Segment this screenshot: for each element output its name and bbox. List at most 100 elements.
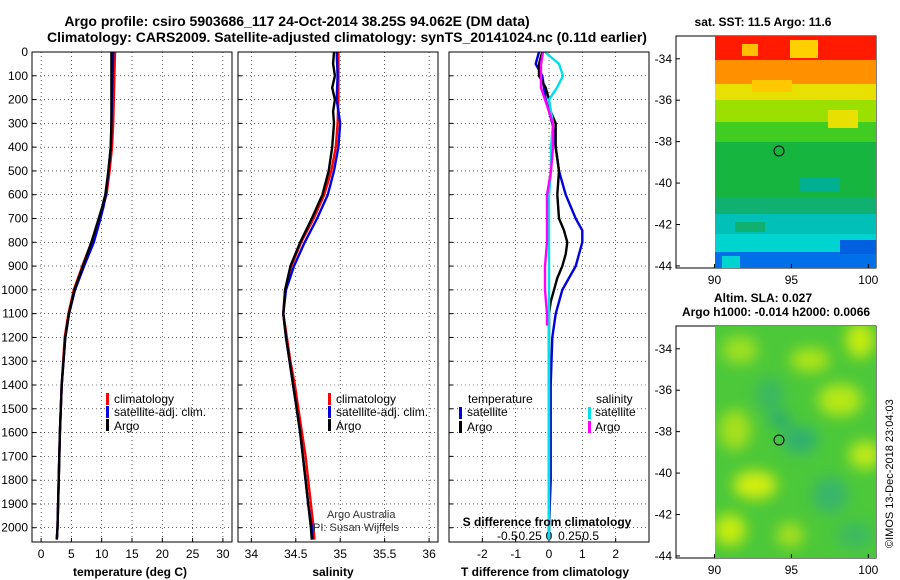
s-difference-axis-title: S difference from climatology xyxy=(463,515,632,529)
top-tick-label: 0.25 xyxy=(558,529,582,543)
sst-map-title: sat. SST: 11.5 Argo: 11.6 xyxy=(695,15,832,29)
argo-location-marker xyxy=(773,434,785,446)
salinity-panel: 34 34.5 35 35.5 36 xyxy=(237,51,439,561)
x-tick-label: -1 xyxy=(510,547,521,561)
legend-argo-swatch xyxy=(106,419,109,431)
map-y-tick-label: -34 xyxy=(655,342,673,356)
legend-climatology-swatch xyxy=(106,393,109,405)
x-tick-label: 5 xyxy=(68,547,75,561)
legend-satellite-label: satellite-adj. clim. xyxy=(336,405,428,419)
map-x-tick-label: 90 xyxy=(708,563,722,577)
t-difference-axis-label: T difference from climatology xyxy=(461,565,629,579)
sst-map: sat. SST: 11.5 Argo: 11.6 xyxy=(675,15,877,269)
plot-border xyxy=(237,51,439,543)
x-tick-label: 35 xyxy=(334,547,348,561)
temperature-axis-label: temperature (deg C) xyxy=(73,565,187,579)
x-tick-label: 1 xyxy=(579,547,586,561)
temperature-legend: climatology satellite-adj. clim. Argo xyxy=(106,392,206,433)
depth-tick-label: 1300 xyxy=(1,354,28,368)
legend-climatology-label: climatology xyxy=(114,392,174,406)
map-y-tick-label: -38 xyxy=(655,135,673,149)
series-line-argo xyxy=(55,52,113,540)
depth-tick-label: 900 xyxy=(8,259,28,273)
legend-temperature-title: temperature xyxy=(468,392,533,406)
sst-field xyxy=(715,36,876,268)
depth-tick-label: 100 xyxy=(8,69,28,83)
plot-border xyxy=(448,51,650,543)
map-y-tick-label: -44 xyxy=(655,259,673,273)
depth-tick-label: 1400 xyxy=(1,378,28,392)
map-y-tick-label: -40 xyxy=(655,466,673,480)
x-tick-label: 10 xyxy=(95,547,109,561)
depth-tick-label: 700 xyxy=(8,212,28,226)
depth-tick-label: 200 xyxy=(8,93,28,107)
legend-sal-satellite-swatch xyxy=(588,407,591,419)
map-y-tick-label: -34 xyxy=(655,52,673,66)
x-tick-label: 30 xyxy=(216,547,230,561)
x-tick-label: 0 xyxy=(38,547,45,561)
depth-tick-label: 1000 xyxy=(1,283,28,297)
legend-satellite-swatch xyxy=(106,406,109,418)
top-tick-label: 0.5 xyxy=(582,529,599,543)
legend-sal-argo-label: Argo xyxy=(595,420,621,434)
difference-panel: -2 -1 0 1 2-0.5-0.25 0 0.25 0.5 xyxy=(448,51,650,561)
map-y-tick-label: -42 xyxy=(655,218,673,232)
legend-temp-satellite-swatch xyxy=(459,407,462,419)
depth-tick-label: 800 xyxy=(8,235,28,249)
depth-tick-label: 300 xyxy=(8,116,28,130)
legend-satellite-label: satellite-adj. clim. xyxy=(114,405,206,419)
map-x-tick-label: 95 xyxy=(785,273,799,287)
x-tick-label: 35.5 xyxy=(373,547,397,561)
x-tick-label: 2 xyxy=(612,547,619,561)
imos-credit: ©IMOS 13-Dec-2018 23:04:03 xyxy=(884,399,896,548)
sla-map-axes: 90 95 100 -34 -36 -38 -40 -42 -44 xyxy=(655,342,879,577)
depth-tick-label: 1700 xyxy=(1,449,28,463)
series-line-salinity-satellite xyxy=(544,51,565,540)
argo-australia-credit: Argo Australia xyxy=(327,509,396,521)
title-line-1: Argo profile: csiro 5903686_117 24-Oct-2… xyxy=(64,13,529,29)
legend-climatology-swatch xyxy=(328,393,331,405)
depth-tick-label: 1100 xyxy=(2,307,28,321)
sla-map-title-2: Argo h1000: -0.014 h2000: 0.0066 xyxy=(682,305,870,319)
temperature-panel: 0100200300400500600700800900100011001200… xyxy=(1,45,233,561)
sla-map-title-1: Altim. SLA: 0.027 xyxy=(714,291,812,305)
difference-legend: temperature satellite Argo salinity sate… xyxy=(459,392,636,529)
x-tick-label: 15 xyxy=(125,547,139,561)
depth-tick-label: 500 xyxy=(8,164,28,178)
salinity-legend: climatology satellite-adj. clim. Argo Ar… xyxy=(313,392,428,534)
map-y-tick-label: -42 xyxy=(655,508,673,522)
depth-tick-label: 600 xyxy=(8,188,28,202)
depth-tick-label: 1900 xyxy=(1,497,28,511)
x-tick-label: 34.5 xyxy=(284,547,308,561)
title-line-2: Climatology: CARS2009. Satellite-adjuste… xyxy=(47,29,647,45)
depth-tick-label: 1200 xyxy=(1,330,28,344)
depth-tick-label: 1500 xyxy=(1,402,28,416)
series-line-salinity-argo xyxy=(539,51,555,326)
x-tick-label: 25 xyxy=(186,547,200,561)
map-y-tick-label: -36 xyxy=(655,93,673,107)
legend-sal-satellite-label: satellite xyxy=(595,405,636,419)
map-y-tick-label: -38 xyxy=(655,425,673,439)
top-tick-label: -0.25 xyxy=(514,529,542,543)
legend-temp-argo-swatch xyxy=(459,421,462,433)
x-tick-label: 36 xyxy=(422,547,436,561)
map-y-tick-label: -44 xyxy=(655,549,673,563)
depth-tick-label: 1800 xyxy=(1,473,28,487)
sla-map: Altim. SLA: 0.027 Argo h1000: -0.014 h20… xyxy=(675,291,877,559)
x-tick-label: 20 xyxy=(156,547,170,561)
legend-sal-argo-swatch xyxy=(588,421,591,433)
legend-temp-argo-label: Argo xyxy=(467,420,493,434)
legend-climatology-label: climatology xyxy=(336,392,396,406)
salinity-axis-label: salinity xyxy=(312,565,354,579)
legend-argo-swatch xyxy=(328,419,331,431)
depth-tick-label: 2000 xyxy=(1,521,28,535)
x-tick-label: 34 xyxy=(245,547,259,561)
map-x-tick-label: 100 xyxy=(858,563,878,577)
map-y-tick-label: -40 xyxy=(655,176,673,190)
map-x-tick-label: 90 xyxy=(708,273,722,287)
sla-field xyxy=(715,326,876,558)
argo-location-marker xyxy=(773,145,785,157)
legend-temp-satellite-label: satellite xyxy=(467,405,508,419)
depth-tick-label: 1600 xyxy=(1,426,28,440)
